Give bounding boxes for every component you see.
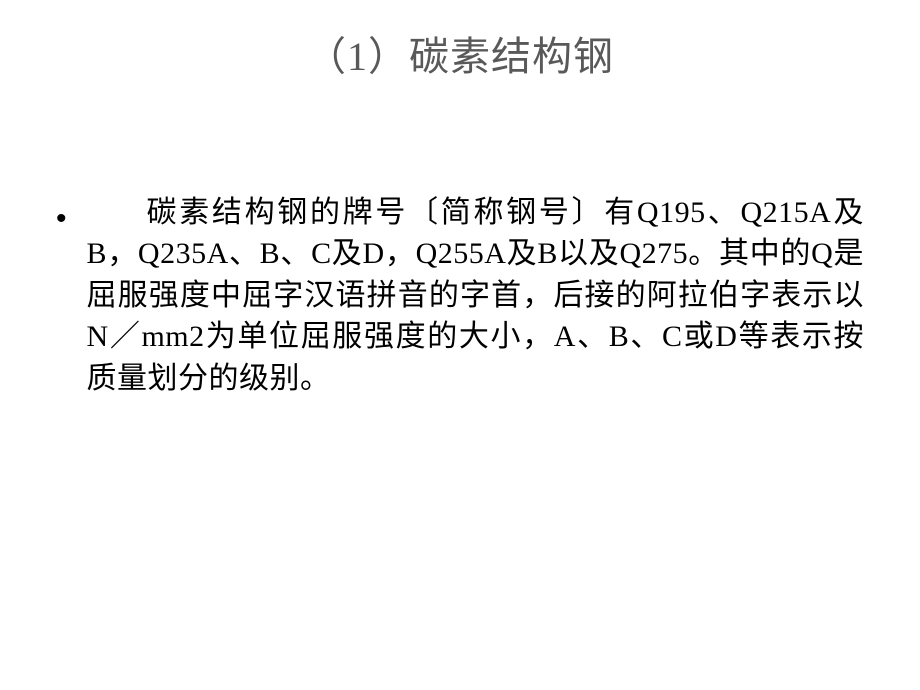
slide-body: • 碳素结构钢的牌号〔简称钢号〕有Q195、Q215A及B，Q235A、B、C及… xyxy=(0,102,920,399)
bullet-item: • 碳素结构钢的牌号〔简称钢号〕有Q195、Q215A及B，Q235A、B、C及… xyxy=(56,192,864,399)
bullet-marker: • xyxy=(56,192,67,241)
bullet-text: 碳素结构钢的牌号〔简称钢号〕有Q195、Q215A及B，Q235A、B、C及D，… xyxy=(87,192,864,399)
slide-title: （1）碳素结构钢 xyxy=(0,0,920,102)
